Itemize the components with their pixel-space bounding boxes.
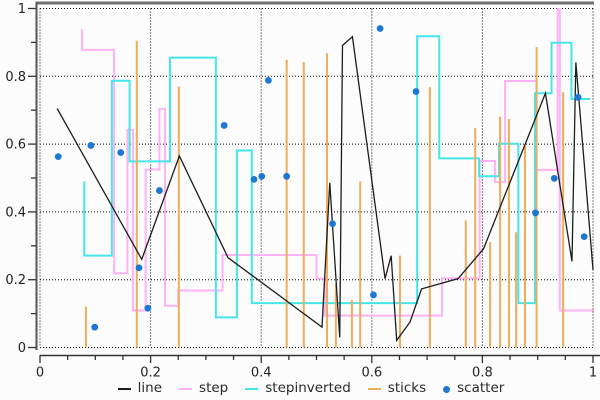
series-stepinverted	[83, 35, 591, 319]
legend-label: line	[137, 380, 163, 397]
legend-step-marker	[179, 388, 193, 390]
y-axis-tick-label: 0.6	[5, 138, 26, 153]
scatter-point	[156, 187, 163, 194]
scatter-point	[412, 88, 420, 95]
legend-sticks-marker	[367, 388, 381, 390]
scatter-point	[376, 25, 384, 32]
scatter-point	[264, 76, 272, 84]
legend-line-marker	[117, 388, 131, 390]
scatter-point	[532, 209, 539, 217]
line-series-path	[56, 35, 594, 343]
legend-scatter-marker	[443, 385, 451, 393]
axes: 0 0.2 0.4 0.6 0.8 1 0 0.2 0.4 0.6 0.8 1	[5, 1, 600, 381]
stepinverted-series-path	[83, 35, 591, 319]
scatter-point	[54, 153, 62, 161]
y-axis-tick-label: 0	[18, 341, 26, 356]
scatter-point	[250, 175, 258, 183]
legend-stepinverted-marker	[245, 388, 259, 390]
scatter-point	[580, 233, 588, 241]
x-axis-tick-label: 0.8	[472, 366, 493, 381]
scatter-point	[87, 142, 95, 149]
legend-item-scatter: scatter	[443, 382, 504, 396]
grid	[39, 8, 594, 348]
legend: line step stepinverted sticks scatter	[0, 379, 600, 399]
y-axis-tick-label: 0.2	[5, 273, 26, 288]
x-axis-tick-label: 0.6	[361, 366, 382, 381]
legend-item-stepinverted: stepinverted	[245, 382, 351, 396]
x-axis-tick-label: 0.2	[140, 366, 161, 381]
legend-item-line: line	[117, 380, 163, 397]
x-axis-tick-label: 0	[36, 366, 44, 381]
x-axis-tick-label: 0.4	[251, 366, 272, 381]
scatter-point	[144, 304, 152, 312]
legend-label: stepinverted	[265, 380, 351, 397]
scatter-point	[550, 174, 558, 182]
y-axis-tick-label: 0.8	[5, 70, 26, 85]
scatter-point	[574, 93, 582, 101]
legend-item-step: step	[179, 382, 228, 396]
scatter-point	[117, 149, 125, 156]
legend-label: scatter	[457, 380, 505, 397]
legend-label: step	[199, 380, 229, 397]
legend-item-sticks: sticks	[367, 380, 427, 397]
x-axis-tick-label: 1	[589, 366, 597, 381]
scatter-point	[370, 291, 377, 299]
y-axis-tick-label: 0.4	[5, 205, 26, 220]
scatter-point	[135, 264, 143, 272]
scatter-point	[329, 220, 336, 228]
scatter-point	[91, 323, 99, 331]
series-line	[56, 35, 594, 343]
scatter-point	[258, 172, 266, 180]
series-sticks	[84, 40, 565, 348]
legend-label: sticks	[387, 380, 427, 397]
y-axis-tick-label: 1	[18, 2, 26, 17]
scatter-point	[283, 172, 291, 180]
scatter-point	[220, 122, 228, 129]
series-scatter	[54, 25, 588, 331]
